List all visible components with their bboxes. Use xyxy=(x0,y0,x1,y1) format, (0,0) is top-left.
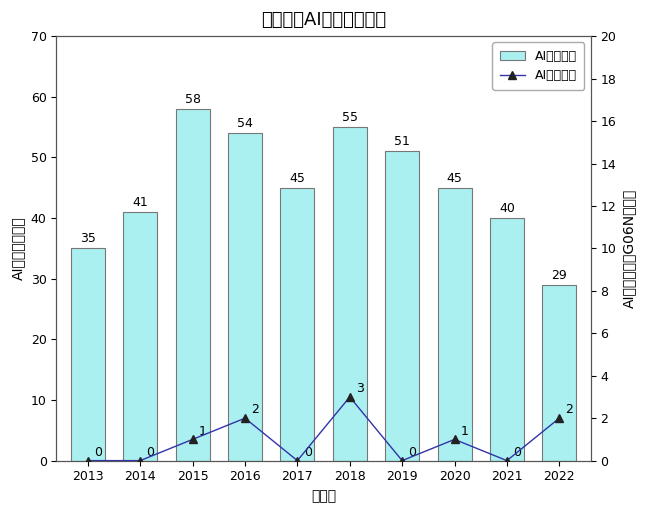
Text: 51: 51 xyxy=(394,135,410,149)
Legend: AI関連発明, AIコア発明: AI関連発明, AIコア発明 xyxy=(492,43,584,90)
Bar xyxy=(385,152,419,461)
Text: 1: 1 xyxy=(461,425,468,438)
Text: 35: 35 xyxy=(80,232,96,245)
Text: 1: 1 xyxy=(199,425,207,438)
Text: 0: 0 xyxy=(146,446,155,459)
Bar xyxy=(542,285,576,461)
Text: 45: 45 xyxy=(446,172,463,185)
Text: 3: 3 xyxy=(356,382,364,395)
Bar xyxy=(175,109,210,461)
Text: 2: 2 xyxy=(251,403,259,416)
Bar xyxy=(123,212,157,461)
Bar xyxy=(437,188,472,461)
Y-axis label: AI関連発明／件: AI関連発明／件 xyxy=(11,216,25,280)
Bar xyxy=(280,188,314,461)
Text: 45: 45 xyxy=(289,172,305,185)
Title: 福井県のAI関連特許出願: 福井県のAI関連特許出願 xyxy=(261,11,386,29)
Text: 0: 0 xyxy=(303,446,312,459)
Text: 0: 0 xyxy=(513,446,521,459)
Text: 29: 29 xyxy=(551,269,567,282)
Bar xyxy=(71,248,105,461)
Text: 58: 58 xyxy=(184,93,201,106)
Text: 55: 55 xyxy=(342,111,358,124)
Text: 41: 41 xyxy=(133,196,148,209)
Bar xyxy=(333,127,367,461)
X-axis label: 出願年: 出願年 xyxy=(311,489,336,503)
Bar xyxy=(490,218,524,461)
Text: 40: 40 xyxy=(499,202,515,215)
Text: 2: 2 xyxy=(565,403,573,416)
Bar xyxy=(228,133,262,461)
Text: 0: 0 xyxy=(94,446,102,459)
Text: 0: 0 xyxy=(408,446,417,459)
Text: 54: 54 xyxy=(237,117,253,130)
Y-axis label: AIコア発明（G06N）／件: AIコア発明（G06N）／件 xyxy=(622,189,636,308)
